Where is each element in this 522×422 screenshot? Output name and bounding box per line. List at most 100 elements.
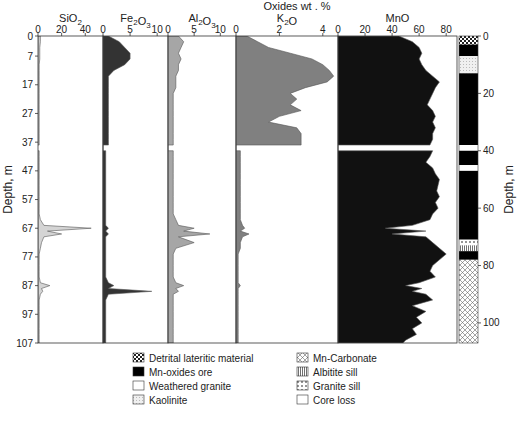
panel-frame [38, 36, 103, 343]
tick-label: 47 [22, 165, 34, 176]
tick-label: 5 [191, 24, 197, 35]
legend-label: Mn-Carbonate [313, 353, 377, 364]
tick-label: 7 [27, 51, 33, 62]
legend-swatch [297, 381, 308, 390]
tick-label: 27 [22, 108, 34, 119]
tick-mark [478, 322, 481, 323]
panel-area-group [338, 36, 446, 343]
panel-frame [168, 36, 236, 343]
panel-title: K2O [277, 12, 298, 27]
lithology-interval [459, 151, 478, 165]
tick-label: 0 [35, 24, 41, 35]
tick-mark [35, 170, 38, 171]
tick-label: 4 [320, 24, 326, 35]
tick-mark [478, 265, 481, 266]
tick-mark [35, 228, 38, 229]
tick-label: 87 [22, 280, 34, 291]
lithology-interval [459, 56, 478, 73]
panel-frame [103, 36, 168, 343]
legend-label: Core loss [313, 395, 355, 406]
tick-label: 107 [16, 338, 33, 349]
lithology-interval [459, 73, 478, 145]
lithology-interval [459, 145, 478, 151]
tick-label: 77 [22, 251, 34, 262]
tick-label: 100 [483, 317, 500, 328]
tick-label: 60 [483, 203, 495, 214]
panel-title: SiO2 [59, 12, 82, 27]
legend-swatch [297, 395, 308, 404]
tick-mark [478, 208, 481, 209]
tick-mark [35, 343, 38, 344]
tick-label: 0 [100, 24, 106, 35]
panel-title: Fe2O3 [120, 12, 151, 30]
legend-label: Kaolinite [149, 395, 188, 406]
tick-label: 0 [335, 24, 341, 35]
oxide-area [236, 36, 334, 343]
lithology-interval [459, 45, 478, 56]
tick-label: 0 [483, 31, 489, 42]
tick-mark [478, 150, 481, 151]
legend-label: Albitite sill [313, 367, 357, 378]
panel-title: Al2O3 [188, 12, 216, 30]
axis-label: Depth, m [502, 165, 516, 214]
tick-label: 20 [56, 24, 68, 35]
legend-label: Granite sill [313, 381, 360, 392]
oxide-area [38, 36, 91, 343]
tick-label: 80 [483, 260, 495, 271]
title: Oxides wt . % [263, 0, 330, 12]
oxide-area [168, 36, 210, 343]
tick-mark [478, 36, 481, 37]
tick-label: 17 [22, 79, 34, 90]
tick-mark [35, 199, 38, 200]
lithology-interval [459, 171, 478, 240]
panel-frame [338, 36, 457, 343]
background [0, 0, 522, 422]
tick-label: 40 [483, 145, 495, 156]
lithology-interval [459, 36, 478, 45]
legend-swatch [133, 367, 144, 376]
tick-label: 97 [22, 309, 34, 320]
panel-area-group [38, 36, 91, 343]
chart-container: Oxides wt . %02040SiO20510Fe2O30510Al2O3… [0, 0, 522, 422]
legend-swatch [297, 353, 308, 362]
tick-label: 60 [414, 24, 426, 35]
panel-title: MnO [386, 12, 410, 24]
legend-label: Weathered granite [149, 381, 232, 392]
tick-label: 10 [215, 24, 227, 35]
tick-mark [35, 56, 38, 57]
lithology-interval [459, 165, 478, 171]
legend-swatch [297, 367, 308, 376]
tick-mark [35, 113, 38, 114]
tick-label: 20 [483, 88, 495, 99]
legend-label: Detrital lateritic material [149, 353, 253, 364]
legend-swatch [133, 381, 144, 390]
panel-area-group [236, 36, 334, 343]
axis-label: Depth, m [1, 165, 15, 214]
tick-label: 10 [152, 24, 164, 35]
tick-label: 40 [387, 24, 399, 35]
lithology-interval [459, 240, 478, 246]
lithology-interval [459, 245, 478, 251]
panel-frame [236, 36, 338, 343]
tick-mark [35, 36, 38, 37]
panel-area-group [103, 36, 152, 343]
tick-label: 2 [277, 24, 283, 35]
lithology-interval [459, 251, 478, 260]
tick-label: 0 [165, 24, 171, 35]
legend-label: Mn-oxides ore [149, 367, 213, 378]
tick-mark [35, 84, 38, 85]
legend-swatch [133, 353, 144, 362]
tick-label: 20 [359, 24, 371, 35]
panel-area-group [168, 36, 210, 343]
tick-mark [35, 142, 38, 143]
oxide-area [103, 36, 152, 343]
chart-svg: Oxides wt . %02040SiO20510Fe2O30510Al2O3… [0, 0, 522, 422]
tick-label: 0 [27, 31, 33, 42]
tick-mark [478, 93, 481, 94]
lithology-frame [459, 36, 478, 343]
tick-label: 67 [22, 223, 34, 234]
tick-mark [35, 256, 38, 257]
tick-mark [35, 314, 38, 315]
tick-label: 80 [441, 24, 453, 35]
tick-label: 57 [22, 194, 34, 205]
